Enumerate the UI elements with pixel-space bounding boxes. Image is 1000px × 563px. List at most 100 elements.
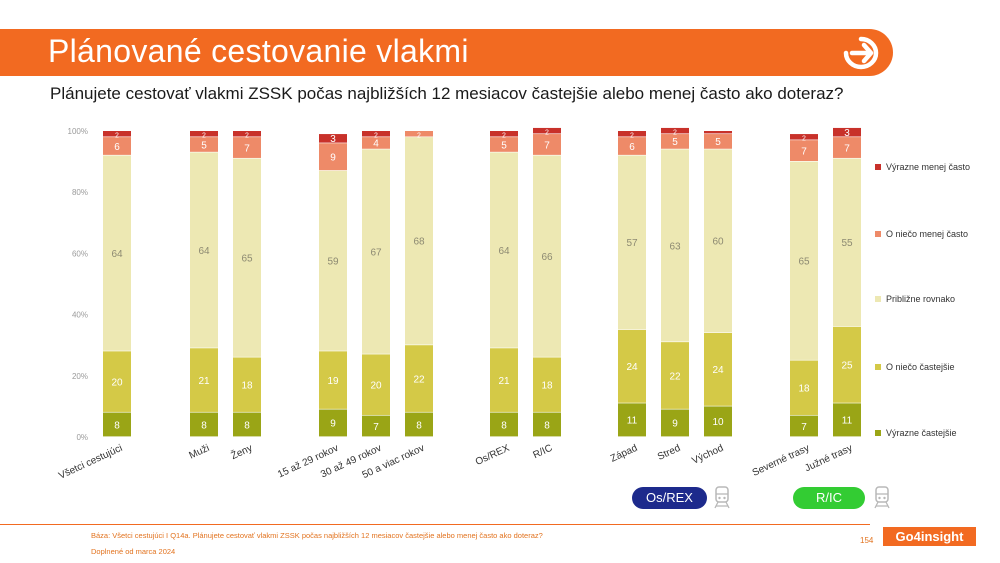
data-label: 59 — [327, 257, 339, 268]
data-label: 60 — [712, 237, 724, 248]
data-label: 3 — [844, 128, 850, 139]
data-label: 2 — [374, 133, 378, 140]
data-label: 8 — [416, 420, 422, 431]
data-label: 2 — [202, 133, 206, 140]
data-label: 20 — [111, 377, 123, 388]
bar-segment — [233, 412, 261, 437]
bar-segment — [533, 134, 561, 155]
x-tick-label: Severné trasy — [751, 443, 812, 479]
y-tick-label: 80% — [72, 188, 88, 197]
x-tick-label: Južné trasy — [803, 443, 854, 475]
legend-swatch — [875, 364, 881, 370]
data-label: 7 — [801, 146, 807, 157]
bar-segment — [233, 131, 261, 137]
bar-segment — [704, 406, 732, 437]
bar-segment — [490, 348, 518, 412]
legend-swatch — [875, 164, 881, 170]
bar-segment — [190, 412, 218, 437]
x-tick-label: Všetci cestujúci — [57, 443, 124, 482]
data-label: 2 — [245, 133, 249, 140]
train-icon — [714, 486, 730, 509]
data-label: 21 — [198, 376, 210, 387]
x-tick-label: Muži — [187, 443, 211, 462]
data-label: 55 — [841, 238, 853, 249]
bar-segment — [362, 131, 390, 137]
data-label: 22 — [413, 374, 425, 385]
bar-segment — [319, 409, 347, 437]
bar-segment — [362, 354, 390, 415]
legend-label: Približne rovnako — [886, 294, 955, 304]
bar-segment — [362, 415, 390, 437]
x-tick-label: Východ — [690, 443, 725, 467]
data-label: 64 — [111, 249, 123, 260]
data-label: 65 — [241, 253, 253, 264]
os-rex-badge: Os/REX — [632, 487, 707, 509]
bar-segment — [618, 131, 646, 137]
bar-segment — [319, 170, 347, 351]
data-label: 7 — [844, 143, 850, 154]
data-label: 64 — [498, 246, 510, 257]
bar-segment — [490, 152, 518, 348]
bar-segment — [661, 409, 689, 437]
bar-segment — [833, 158, 861, 327]
data-label: 20 — [370, 380, 382, 391]
page-title: Plánované cestovanie vlakmi — [48, 33, 469, 69]
bar-segment — [790, 415, 818, 437]
y-tick-label: 100% — [68, 127, 88, 136]
x-tick-label: Stred — [656, 443, 682, 463]
bar-segment — [103, 412, 131, 437]
bar-segment — [533, 357, 561, 412]
data-label: 5 — [501, 140, 507, 151]
data-label: 8 — [244, 420, 250, 431]
data-label: 25 — [841, 361, 853, 372]
page-number: 154 — [860, 536, 874, 545]
data-label: 2 — [630, 133, 634, 140]
train-icon — [874, 486, 890, 509]
data-label: 22 — [669, 371, 681, 382]
data-label: 21 — [498, 376, 510, 387]
bar-segment — [790, 140, 818, 161]
data-label: 5 — [672, 137, 678, 148]
data-label: 63 — [669, 241, 681, 252]
bar-segment — [618, 155, 646, 330]
data-label: 18 — [798, 384, 810, 395]
footnote-date: Doplnené od marca 2024 — [91, 547, 176, 556]
data-label: 2 — [115, 133, 119, 140]
data-label: 64 — [198, 246, 210, 257]
bar-segment — [661, 149, 689, 342]
bar-segment — [790, 134, 818, 140]
bar-segment — [618, 137, 646, 155]
y-tick-label: 40% — [72, 311, 88, 320]
legend-label: O niečo menej často — [886, 229, 968, 239]
bar-segment — [103, 351, 131, 412]
legend-label: Výrazne menej často — [886, 162, 970, 172]
bar-segment — [233, 158, 261, 357]
legend-label: O niečo častejšie — [886, 362, 955, 372]
bar-segment — [405, 345, 433, 412]
data-label: 66 — [541, 252, 553, 263]
data-label: 2 — [502, 133, 506, 140]
legend-swatch — [875, 231, 881, 237]
bar-segment — [190, 152, 218, 348]
brand-logo: Go4insight — [883, 527, 976, 546]
bar-segment — [405, 131, 433, 137]
bar-segment — [533, 412, 561, 437]
data-label: 6 — [629, 142, 635, 153]
bar-segment — [704, 149, 732, 333]
bar-segment — [833, 127, 861, 137]
data-label: 8 — [201, 420, 207, 431]
bar-segment — [362, 137, 390, 149]
bar-segment — [362, 149, 390, 354]
data-label: 18 — [241, 380, 253, 391]
bar-segment — [833, 137, 861, 158]
data-label: 8 — [501, 420, 507, 431]
bar-segment — [533, 155, 561, 357]
data-label: 19 — [327, 376, 339, 387]
bar-segment — [661, 342, 689, 409]
bar-segment — [661, 134, 689, 149]
bar-segment — [103, 131, 131, 137]
data-label: 3 — [330, 134, 336, 145]
r-ic-badge: R/IC — [793, 487, 865, 509]
y-tick-label: 0% — [76, 433, 88, 442]
data-label: 5 — [201, 140, 207, 151]
